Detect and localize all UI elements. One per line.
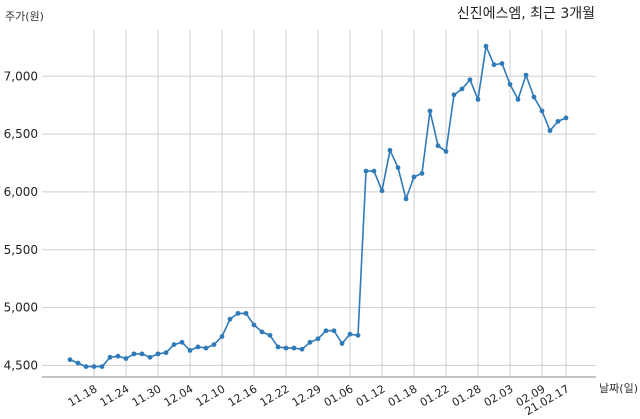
grid xyxy=(42,30,596,378)
chart-title: 신진에스엠, 최근 3개월 xyxy=(457,6,595,22)
data-point xyxy=(251,322,257,328)
data-point xyxy=(75,360,81,366)
x-tick-label: 01.06 xyxy=(322,382,356,409)
x-tick-label: 12.22 xyxy=(258,382,292,409)
data-point xyxy=(371,168,377,174)
data-point xyxy=(267,332,273,338)
data-point xyxy=(235,310,241,316)
data-point xyxy=(339,341,345,346)
data-point xyxy=(331,328,337,334)
data-point xyxy=(451,92,457,98)
data-point xyxy=(507,81,513,87)
x-tick-label: 01.18 xyxy=(386,382,420,409)
data-point xyxy=(107,354,113,360)
data-point xyxy=(227,316,233,322)
data-point xyxy=(99,364,105,369)
data-point xyxy=(67,357,73,363)
x-tick-label: 12.04 xyxy=(162,382,196,409)
data-point xyxy=(427,108,433,114)
x-axis-label: 날짜(일) xyxy=(599,381,638,395)
data-point xyxy=(475,97,481,102)
data-point xyxy=(379,188,385,194)
data-point xyxy=(83,364,89,369)
data-point xyxy=(179,339,185,345)
data-point xyxy=(515,97,521,102)
y-tick-label: 4,500 xyxy=(4,358,38,372)
data-point xyxy=(555,118,561,124)
data-point xyxy=(307,339,313,345)
data-point xyxy=(283,345,289,351)
x-tick-label: 12.16 xyxy=(226,382,260,409)
x-tick-label: 11.24 xyxy=(98,382,132,409)
y-tick-label: 6,500 xyxy=(4,127,38,141)
data-point xyxy=(323,328,329,334)
data-point xyxy=(259,329,265,335)
data-point xyxy=(243,310,249,316)
data-point xyxy=(443,149,449,154)
data-point xyxy=(435,143,441,149)
y-axis-ticks: 4,500 5,000 5,500 6,000 6,500 7,000 xyxy=(4,69,38,372)
x-tick-label: 01.28 xyxy=(450,382,484,409)
data-point xyxy=(483,43,489,49)
y-tick-label: 6,000 xyxy=(4,185,38,199)
data-point xyxy=(195,344,201,350)
y-tick-label: 5,500 xyxy=(4,243,38,257)
data-point xyxy=(131,351,137,357)
x-axis-ticks: 11.1811.2411.3012.0412.1012.1612.2212.29… xyxy=(66,382,572,418)
data-point xyxy=(147,354,153,360)
data-point xyxy=(115,353,121,359)
data-point xyxy=(411,174,417,180)
data-point xyxy=(291,345,297,351)
x-tick-label: 02.03 xyxy=(482,382,516,409)
data-point xyxy=(539,108,545,114)
x-tick-label: 12.10 xyxy=(194,382,228,409)
data-point xyxy=(163,350,169,356)
price-series xyxy=(67,43,569,369)
data-point xyxy=(155,351,161,357)
data-point xyxy=(563,115,569,121)
data-point xyxy=(315,336,321,342)
data-point xyxy=(171,342,177,348)
data-point xyxy=(123,356,129,361)
data-point xyxy=(299,346,305,352)
data-point xyxy=(403,196,409,202)
data-point xyxy=(363,168,369,174)
x-tick-label: 12.29 xyxy=(290,382,324,409)
x-tick-label: 01.22 xyxy=(418,382,452,409)
data-point xyxy=(491,62,497,68)
data-point xyxy=(203,345,209,351)
y-tick-label: 5,000 xyxy=(4,301,38,315)
data-point xyxy=(459,86,465,92)
data-point xyxy=(523,72,529,78)
data-point xyxy=(419,171,425,176)
data-point xyxy=(347,331,353,337)
data-point xyxy=(355,332,361,338)
x-tick-label: 11.18 xyxy=(66,382,100,409)
y-axis-label: 주가(원) xyxy=(5,10,44,23)
data-point xyxy=(219,334,225,339)
data-point xyxy=(387,147,393,153)
x-tick-label: 11.30 xyxy=(130,382,164,409)
data-point xyxy=(499,61,505,66)
data-point xyxy=(139,351,145,357)
data-point xyxy=(547,128,553,134)
data-point xyxy=(187,347,193,353)
data-point xyxy=(531,94,537,100)
data-point xyxy=(395,165,401,171)
x-tick-label: 01.12 xyxy=(354,382,388,409)
data-point xyxy=(275,344,281,350)
data-point xyxy=(467,77,473,83)
data-point xyxy=(211,342,217,348)
data-point xyxy=(91,364,97,369)
y-tick-label: 7,000 xyxy=(4,69,38,83)
